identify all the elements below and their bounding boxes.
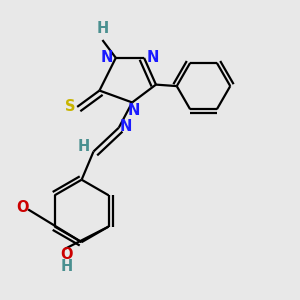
Text: H: H (61, 259, 73, 274)
Text: O: O (16, 200, 29, 214)
Text: N: N (128, 103, 140, 118)
Text: H: H (96, 22, 109, 37)
Text: H: H (78, 139, 90, 154)
Text: O: O (61, 247, 73, 262)
Text: S: S (65, 99, 76, 114)
Text: N: N (120, 119, 132, 134)
Text: N: N (146, 50, 159, 65)
Text: N: N (101, 50, 113, 65)
